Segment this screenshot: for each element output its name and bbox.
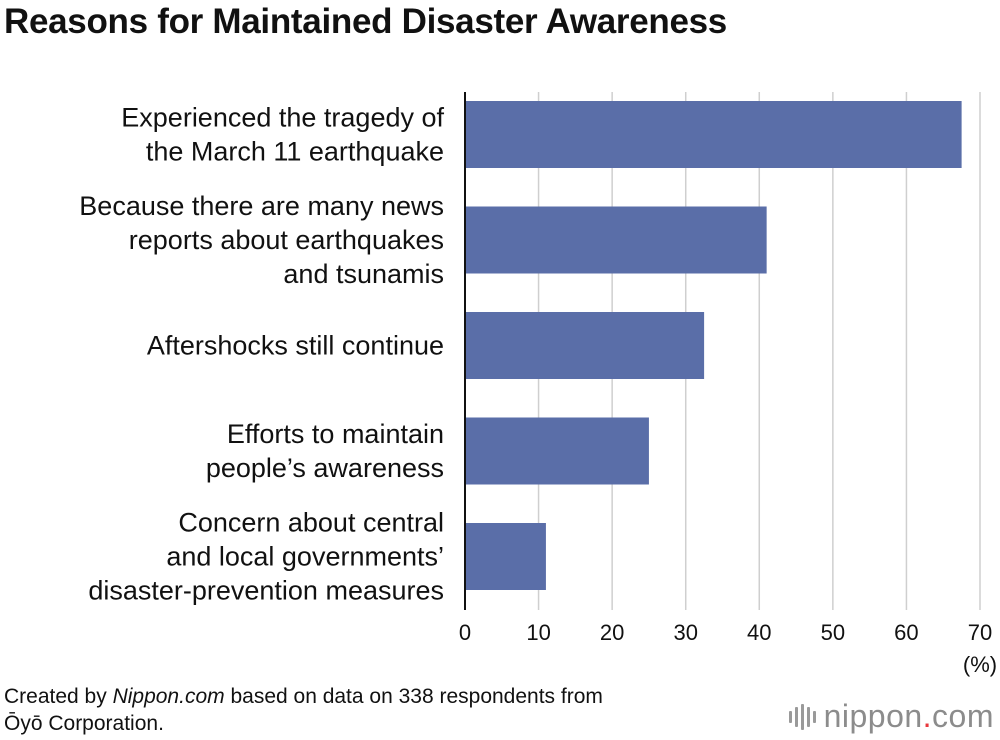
x-unit-label: (%): [963, 652, 997, 677]
source-site: Nippon.com: [112, 685, 225, 708]
x-tick-label: 0: [459, 620, 471, 645]
logo-bars-icon: [788, 703, 816, 730]
source-note-prefix: Created by: [4, 685, 113, 708]
category-label: Because there are many news reports about…: [79, 191, 444, 289]
bar: [465, 206, 767, 274]
source-note-line-1: Created by Nippon.com based on data on 3…: [4, 683, 603, 710]
category-label: Concern about central and local governmen…: [88, 508, 444, 606]
bar: [465, 523, 546, 590]
bar: [465, 312, 705, 379]
bar-chart: Experienced the tragedy of the March 11 e…: [79, 92, 997, 677]
x-tick-label: 50: [821, 620, 845, 645]
source-note-suffix: based on data on 338 respondents from: [224, 685, 603, 708]
x-tick-label: 40: [747, 620, 771, 645]
logo-name: nippon: [823, 698, 923, 734]
category-label: Aftershocks still continue: [147, 331, 444, 361]
source-note-line-2: Ōyō Corporation.: [4, 712, 164, 735]
source-note: Created by Nippon.com based on data on 3…: [4, 683, 603, 737]
category-label: Efforts to maintain people’s awareness: [206, 419, 444, 483]
bar: [465, 101, 962, 168]
category-label: Experienced the tragedy of the March 11 e…: [121, 103, 444, 167]
x-tick-label: 60: [894, 620, 918, 645]
x-tick-label: 30: [673, 620, 697, 645]
logo-tld: com: [932, 698, 994, 734]
x-tick-label: 70: [968, 620, 992, 645]
x-tick-label: 10: [526, 620, 550, 645]
bar: [465, 417, 649, 485]
nippon-logo: nippon. com: [788, 698, 994, 735]
chart-title: Reasons for Maintained Disaster Awarenes…: [4, 2, 727, 41]
logo-dot: .: [922, 698, 933, 734]
x-tick-label: 20: [600, 620, 624, 645]
